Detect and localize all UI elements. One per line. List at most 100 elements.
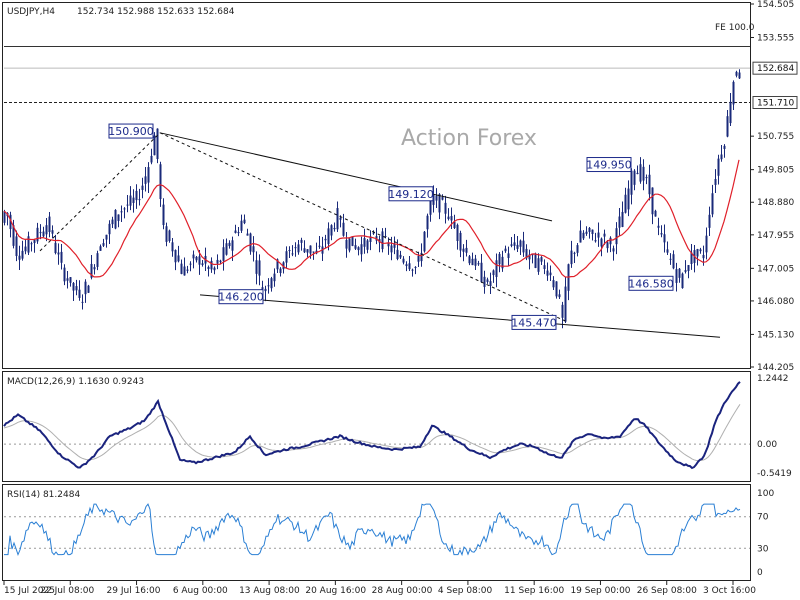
x-tick-label: 19 Sep 00:00 bbox=[570, 586, 630, 596]
candle-body bbox=[135, 190, 138, 201]
candle-body bbox=[426, 215, 429, 230]
candle-body bbox=[525, 248, 528, 259]
ma-line bbox=[3, 159, 740, 278]
macd-signal-line bbox=[3, 404, 741, 462]
candle-body bbox=[396, 249, 399, 260]
candle-body bbox=[471, 258, 474, 266]
candle-body bbox=[24, 246, 27, 252]
candle-body bbox=[96, 253, 99, 267]
candle-body bbox=[549, 272, 552, 276]
candle-body bbox=[681, 273, 684, 289]
candle-body bbox=[390, 245, 393, 253]
candle-body bbox=[348, 238, 351, 251]
price-tick-label: 149.805 bbox=[757, 166, 794, 176]
candle-body bbox=[33, 239, 36, 243]
candle-body bbox=[57, 252, 60, 255]
candle-body bbox=[456, 224, 459, 241]
candle-body bbox=[576, 245, 579, 253]
dashed-trendline bbox=[159, 132, 567, 322]
rsi-title: RSI(14) 81.2484 bbox=[7, 490, 80, 500]
candle-body bbox=[684, 270, 687, 272]
candle-body bbox=[63, 267, 66, 282]
candle-body bbox=[465, 247, 468, 253]
candle-body bbox=[585, 231, 588, 234]
candle-body bbox=[297, 244, 300, 253]
candle-body bbox=[627, 188, 630, 210]
candle-body bbox=[69, 277, 72, 283]
macd-panel-frame bbox=[2, 371, 751, 482]
candle-body bbox=[636, 172, 639, 175]
candle-body bbox=[606, 242, 609, 249]
price-tick-label: 153.555 bbox=[757, 33, 794, 43]
candle-body bbox=[399, 254, 402, 258]
price-tick-label: 148.880 bbox=[757, 198, 794, 208]
candle-body bbox=[618, 216, 621, 228]
candle-body bbox=[186, 269, 189, 271]
candle-body bbox=[513, 242, 516, 246]
candle-body bbox=[678, 268, 681, 278]
rsi-panel-frame bbox=[2, 484, 751, 581]
candle-body bbox=[234, 230, 237, 233]
candle-body bbox=[726, 116, 729, 137]
candle-body bbox=[111, 219, 114, 225]
rsi-tick-label: 70 bbox=[757, 513, 769, 523]
candle-body bbox=[246, 233, 249, 236]
candle-body bbox=[516, 244, 519, 249]
candle-body bbox=[651, 187, 654, 215]
candle-body bbox=[696, 249, 699, 257]
candle-body bbox=[72, 282, 75, 291]
price-tick-label: 154.505 bbox=[757, 0, 794, 10]
candle-body bbox=[138, 199, 141, 201]
rsi-tick-label: 0 bbox=[757, 568, 763, 578]
candle-body bbox=[720, 154, 723, 160]
candle-body bbox=[36, 227, 39, 242]
candle-body bbox=[447, 216, 450, 220]
candle-body bbox=[51, 230, 54, 234]
candle-body bbox=[429, 200, 432, 215]
candle-body bbox=[594, 240, 597, 242]
candle-body bbox=[189, 263, 192, 265]
macd-tick-label: 0.00 bbox=[757, 440, 777, 450]
candle-body bbox=[393, 243, 396, 248]
candle-body bbox=[381, 231, 384, 250]
candle-body bbox=[468, 256, 471, 264]
candle-body bbox=[174, 250, 177, 263]
moving-average bbox=[3, 159, 740, 278]
candle-body bbox=[624, 194, 627, 213]
candle-body bbox=[579, 230, 582, 243]
rsi-tick-label: 100 bbox=[757, 489, 774, 499]
candle-body bbox=[459, 232, 462, 251]
candle-body bbox=[192, 254, 195, 259]
candle-body bbox=[612, 248, 615, 252]
candle-body bbox=[177, 255, 180, 262]
candle-body bbox=[504, 248, 507, 252]
candle-body bbox=[150, 155, 153, 163]
candle-body bbox=[552, 280, 555, 288]
candle-body bbox=[621, 211, 624, 227]
candle-body bbox=[129, 195, 132, 206]
candle-body bbox=[18, 255, 21, 260]
price-tick-label: 147.955 bbox=[757, 231, 794, 241]
candle-body bbox=[498, 253, 501, 265]
watermark: Action Forex bbox=[401, 126, 537, 151]
candle-body bbox=[180, 263, 183, 274]
candle-body bbox=[477, 263, 480, 265]
price-tick-label: 145.130 bbox=[757, 330, 794, 340]
candle-body bbox=[252, 246, 255, 253]
macd-title: MACD(12,26,9) 1.1630 0.9243 bbox=[7, 377, 144, 387]
candle-body bbox=[690, 252, 693, 264]
candle-body bbox=[561, 304, 564, 318]
candle-body bbox=[99, 246, 102, 251]
candle-body bbox=[159, 164, 162, 200]
candle-body bbox=[312, 251, 315, 253]
candle-body bbox=[54, 242, 57, 254]
candle-body bbox=[708, 214, 711, 228]
candle-body bbox=[48, 216, 51, 233]
macd-line bbox=[3, 381, 741, 470]
candle-body bbox=[81, 301, 84, 303]
price-tick-label: 144.205 bbox=[757, 363, 794, 373]
candle-body bbox=[729, 101, 732, 124]
candle-body bbox=[255, 260, 258, 274]
x-tick-label: 13 Aug 08:00 bbox=[239, 586, 300, 596]
candle-body bbox=[705, 235, 708, 253]
